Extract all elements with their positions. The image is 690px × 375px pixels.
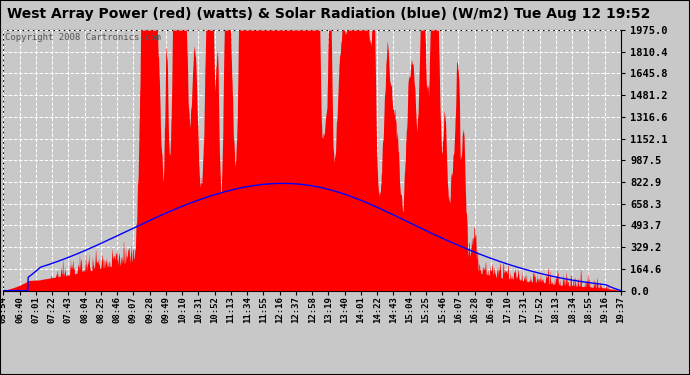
Text: West Array Power (red) (watts) & Solar Radiation (blue) (W/m2) Tue Aug 12 19:52: West Array Power (red) (watts) & Solar R… <box>7 7 650 21</box>
Text: Copyright 2008 Cartronics.com: Copyright 2008 Cartronics.com <box>5 33 161 42</box>
